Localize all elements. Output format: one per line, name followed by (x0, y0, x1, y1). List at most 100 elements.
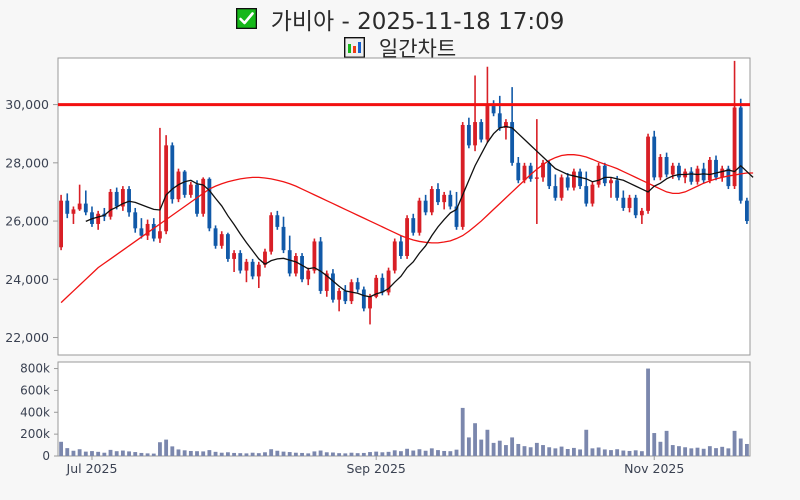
candle-body (744, 200, 749, 222)
candle-body (609, 180, 613, 184)
volume-bar (207, 450, 212, 456)
candle-body (627, 197, 632, 208)
candle-body (331, 273, 335, 300)
volume-bar (306, 453, 311, 456)
volume-bar (300, 452, 304, 456)
candle-body (374, 277, 379, 297)
candle-body (528, 165, 533, 179)
volume-bar (195, 451, 199, 456)
volume-bar (547, 447, 552, 456)
volume-bar (436, 450, 440, 456)
volume-bar (349, 452, 354, 456)
volume-bar (732, 430, 737, 456)
volume-bar (232, 452, 237, 456)
volume-bar (627, 450, 632, 456)
volume-bar (534, 442, 539, 456)
bar-chart-icon (343, 36, 366, 58)
candle-body (677, 165, 681, 178)
candle-body (386, 270, 391, 293)
volume-bar (151, 453, 156, 456)
volume-bar (485, 429, 490, 456)
volume-bar (108, 449, 113, 456)
volume-bar (670, 445, 675, 456)
volume-bar (312, 451, 317, 456)
candle-body (714, 159, 718, 178)
volume-bar (275, 450, 280, 456)
candle-body (250, 261, 255, 277)
candle-body (689, 171, 694, 182)
x-tick-label: Nov 2025 (624, 461, 684, 476)
candle-body (448, 194, 453, 207)
candle-body (77, 203, 82, 210)
volume-bar (324, 452, 329, 456)
candle-body (96, 213, 101, 224)
chart-subtitle: 일간차트 (378, 37, 457, 61)
candle-body (652, 136, 657, 178)
candle-body (590, 184, 595, 204)
candle-body (485, 106, 490, 140)
candle-body (602, 165, 607, 184)
volume-bar (454, 449, 459, 456)
candle-body (405, 218, 410, 256)
price-y-tick-label: 26,000 (5, 214, 49, 229)
volume-bar (176, 449, 181, 456)
volume-bar (263, 452, 267, 456)
volume-bar (374, 451, 379, 456)
volume-y-tick-label: 800k (20, 362, 50, 376)
volume-bar (658, 441, 663, 456)
candle-body (164, 145, 169, 232)
volume-bar (677, 446, 681, 456)
page-title: 가비아 - 2025-11-18 17:09 (270, 9, 565, 35)
volume-bar (269, 449, 274, 456)
candle-body (516, 162, 521, 181)
candle-body (293, 256, 298, 274)
candle-body (195, 184, 199, 214)
candle-body (460, 124, 465, 227)
volume-bar (318, 450, 323, 456)
volume-bar (744, 443, 749, 456)
volume-bar (683, 447, 688, 456)
volume-bar (71, 450, 76, 456)
volume-bar (516, 443, 521, 456)
volume-bar (553, 448, 558, 456)
candle-body (417, 200, 422, 233)
candle-body (324, 273, 329, 291)
volume-bar (145, 453, 150, 456)
candle-body (522, 165, 527, 181)
volume-bar (522, 446, 527, 456)
candle-body (108, 191, 113, 217)
candle-body (244, 261, 249, 271)
candle-body (436, 189, 440, 203)
candle-body (559, 177, 564, 198)
candle-body (380, 277, 385, 293)
volume-bar (615, 449, 620, 456)
candle-body (534, 177, 539, 179)
volume-bar (448, 451, 453, 456)
volume-bar (287, 452, 292, 456)
volume-bar (541, 445, 545, 456)
volume-bar (281, 451, 286, 456)
candle-body (695, 168, 700, 182)
candle-body (707, 159, 712, 181)
volume-bar (738, 438, 743, 456)
volume-bar (139, 452, 144, 456)
volume-y-tick-label: 200k (20, 427, 50, 441)
green-check-icon (235, 7, 257, 29)
volume-bar (460, 407, 465, 456)
candle-body (615, 180, 620, 198)
candle-body (510, 122, 515, 163)
candle-body (219, 234, 224, 246)
x-axis-ticks: Jul 2025 Sep 2025 Nov 2025 (66, 456, 684, 476)
candle-body (571, 171, 576, 188)
volume-bar (510, 437, 515, 456)
volume-bar (83, 451, 88, 456)
candle-body (83, 203, 88, 213)
volume-bar (473, 423, 477, 456)
volume-bar (695, 447, 700, 456)
candle-body (541, 162, 545, 178)
x-tick-label: Jul 2025 (66, 461, 118, 476)
candle-body (182, 171, 187, 195)
candle-body (392, 241, 397, 271)
volume-bars-group (59, 368, 749, 456)
